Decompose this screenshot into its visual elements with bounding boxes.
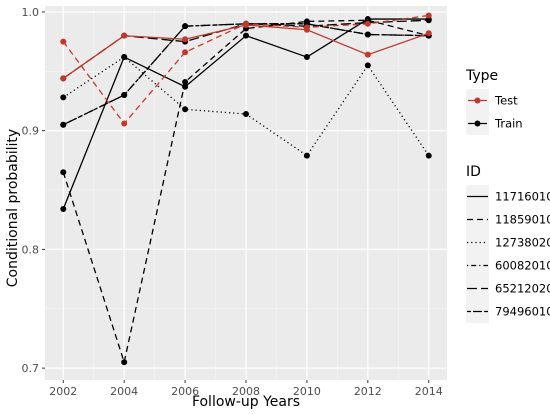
data-point-train-11716010 — [60, 206, 67, 213]
data-point-train-12738020 — [243, 111, 249, 118]
legend-key-background — [466, 231, 489, 254]
data-point-train-79496010 — [60, 121, 67, 128]
id-legend-item-11859010: 11859010 — [466, 208, 550, 231]
data-point-train-12738020 — [182, 106, 189, 113]
x-tick-label: 2008 — [232, 385, 260, 398]
x-tick-label: 2004 — [110, 385, 138, 398]
data-point-test-11859010 — [243, 20, 249, 27]
id-legend-item-60082010: 60082010 — [466, 254, 550, 277]
x-tick-label: 2006 — [171, 385, 199, 398]
id-legend-title: ID — [466, 164, 481, 180]
data-point-train-79496010 — [121, 92, 128, 99]
type-legend-label: Test — [494, 94, 518, 108]
id-legend: ID 11716010 11859010 12738020 60082010 65212… — [466, 164, 550, 323]
data-point-test-11859010 — [303, 24, 310, 31]
data-point-test-11859010 — [60, 38, 67, 45]
data-point-train-12738020 — [60, 94, 67, 101]
type-legend: Type Test Train — [465, 68, 523, 135]
id-legend-label: 11859010 — [495, 213, 550, 227]
id-legend-item-12738020: 12738020 — [466, 231, 550, 254]
data-point-test-11716010 — [182, 36, 189, 43]
data-point-train-65212020 — [425, 17, 432, 24]
legend-key-point — [474, 97, 481, 104]
data-point-test-11716010 — [364, 51, 371, 58]
data-point-train-11859010 — [182, 78, 189, 85]
data-point-test-11859010 — [182, 49, 189, 56]
type-legend-item-train: Train — [466, 112, 523, 135]
y-tick-label: 0.9 — [22, 125, 40, 138]
data-point-train-79496010 — [182, 23, 189, 30]
data-point-train-11716010 — [182, 83, 189, 90]
data-point-train-11716010 — [303, 54, 310, 61]
legend-key-background — [466, 254, 489, 277]
data-point-test-11716010 — [121, 32, 128, 39]
id-legend-label: 79496010 — [495, 305, 550, 319]
id-legend-label: 12738020 — [495, 236, 550, 250]
legend-key-background — [466, 277, 489, 300]
data-point-train-79496010 — [364, 31, 371, 38]
data-point-train-12738020 — [121, 54, 128, 61]
points-layer — [60, 12, 432, 366]
id-legend-item-79496010: 79496010 — [466, 300, 550, 323]
data-point-test-11859010 — [121, 120, 128, 127]
data-point-train-12738020 — [425, 152, 432, 159]
data-point-train-11716010 — [243, 32, 249, 39]
y-tick-label: 0.7 — [22, 362, 40, 375]
x-axis-ticks: 2002 2004 2006 2008 2010 2012 2014 — [49, 380, 443, 398]
data-point-test-11716010 — [425, 30, 432, 37]
legend-key-point — [474, 120, 481, 127]
id-legend-label: 11716010 — [495, 190, 550, 204]
data-point-test-11859010 — [425, 12, 432, 19]
y-axis-ticks: 0.7 0.8 0.9 1.0 — [22, 6, 45, 375]
x-tick-label: 2014 — [415, 385, 443, 398]
data-point-train-11859010 — [121, 359, 128, 366]
id-legend-label: 60082010 — [495, 259, 550, 273]
data-point-test-11716010 — [60, 75, 67, 82]
x-tick-label: 2010 — [293, 385, 321, 398]
y-axis-title: Conditional probability — [5, 129, 21, 287]
data-point-test-11859010 — [364, 20, 371, 27]
data-point-train-12738020 — [303, 152, 310, 159]
type-legend-title: Type — [465, 68, 498, 84]
data-point-train-12738020 — [364, 62, 371, 69]
data-point-train-11859010 — [60, 169, 67, 176]
id-legend-item-11716010: 11716010 — [466, 185, 550, 208]
y-tick-label: 0.8 — [22, 243, 40, 256]
x-axis-title: Follow-up Years — [192, 394, 300, 410]
y-tick-label: 1.0 — [22, 6, 40, 19]
type-legend-item-test: Test — [466, 89, 518, 112]
id-legend-item-65212020: 65212020 — [466, 277, 550, 300]
x-tick-label: 2012 — [354, 385, 382, 398]
id-legend-label: 65212020 — [495, 282, 550, 296]
type-legend-label: Train — [494, 117, 523, 131]
x-tick-label: 2002 — [49, 385, 77, 398]
